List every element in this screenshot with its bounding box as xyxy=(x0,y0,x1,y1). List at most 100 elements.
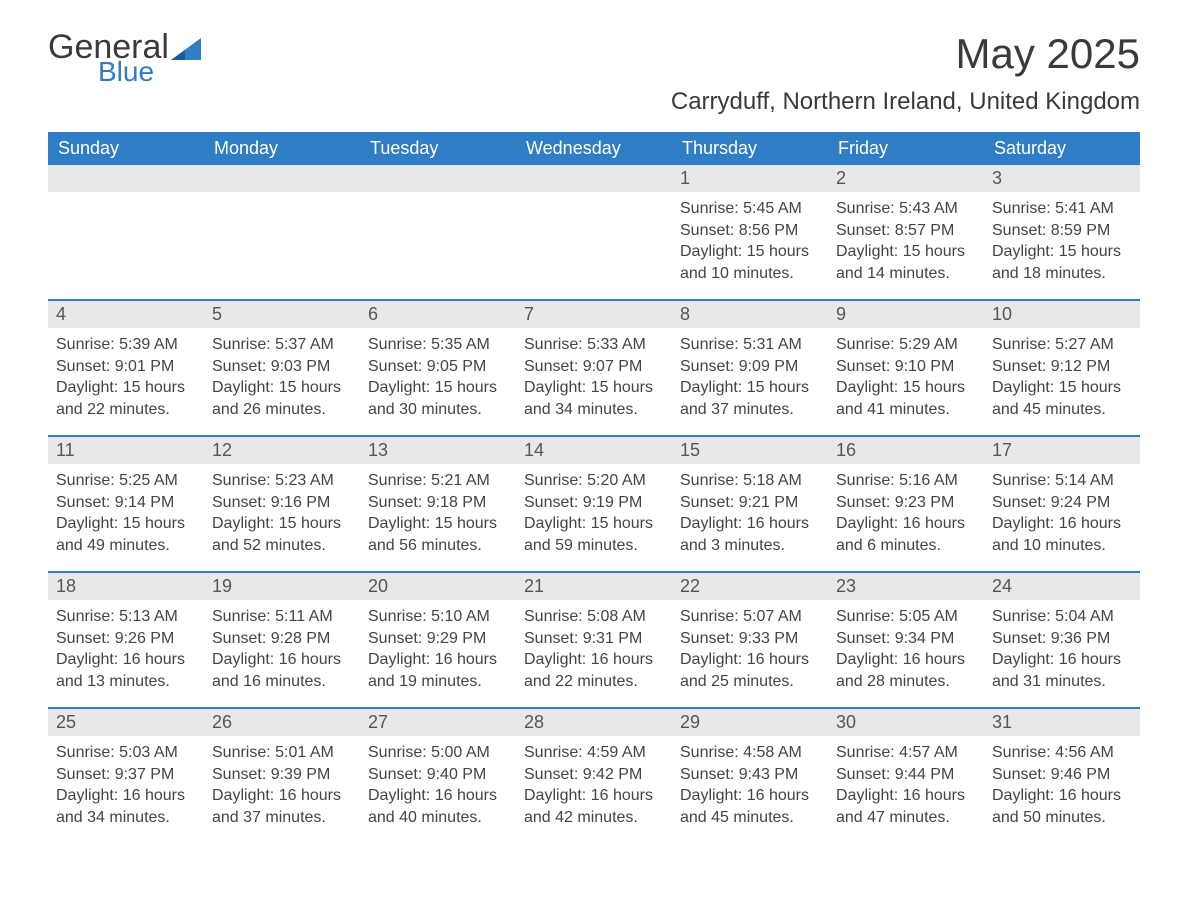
daylight-text: and 40 minutes. xyxy=(368,807,508,829)
day-number: 29 xyxy=(672,709,828,736)
day-number: 20 xyxy=(360,573,516,600)
day-number: 19 xyxy=(204,573,360,600)
day-body: Sunrise: 5:31 AMSunset: 9:09 PMDaylight:… xyxy=(672,328,828,424)
sunrise-text: Sunrise: 5:13 AM xyxy=(56,606,196,628)
day-number: 3 xyxy=(984,165,1140,192)
sunset-text: Sunset: 9:46 PM xyxy=(992,764,1132,786)
logo-text: General Blue xyxy=(48,30,169,86)
daylight-text: and 34 minutes. xyxy=(524,399,664,421)
sunset-text: Sunset: 9:40 PM xyxy=(368,764,508,786)
calendar-day-cell: 6Sunrise: 5:35 AMSunset: 9:05 PMDaylight… xyxy=(360,301,516,431)
calendar-day-cell: 1Sunrise: 5:45 AMSunset: 8:56 PMDaylight… xyxy=(672,165,828,295)
daylight-text: Daylight: 16 hours xyxy=(56,649,196,671)
calendar-day-cell: 11Sunrise: 5:25 AMSunset: 9:14 PMDayligh… xyxy=(48,437,204,567)
sunrise-text: Sunrise: 5:20 AM xyxy=(524,470,664,492)
day-body: Sunrise: 5:13 AMSunset: 9:26 PMDaylight:… xyxy=(48,600,204,696)
sunrise-text: Sunrise: 5:35 AM xyxy=(368,334,508,356)
sunset-text: Sunset: 8:57 PM xyxy=(836,220,976,242)
day-body: Sunrise: 4:58 AMSunset: 9:43 PMDaylight:… xyxy=(672,736,828,832)
daylight-text: and 3 minutes. xyxy=(680,535,820,557)
day-number: 2 xyxy=(828,165,984,192)
sunset-text: Sunset: 9:23 PM xyxy=(836,492,976,514)
sunrise-text: Sunrise: 5:43 AM xyxy=(836,198,976,220)
day-body xyxy=(204,192,360,202)
sunset-text: Sunset: 9:10 PM xyxy=(836,356,976,378)
daylight-text: Daylight: 15 hours xyxy=(524,377,664,399)
day-number: 30 xyxy=(828,709,984,736)
sunrise-text: Sunrise: 5:10 AM xyxy=(368,606,508,628)
calendar-day-cell: 4Sunrise: 5:39 AMSunset: 9:01 PMDaylight… xyxy=(48,301,204,431)
sunset-text: Sunset: 9:14 PM xyxy=(56,492,196,514)
day-body: Sunrise: 5:01 AMSunset: 9:39 PMDaylight:… xyxy=(204,736,360,832)
daylight-text: Daylight: 16 hours xyxy=(992,513,1132,535)
day-number: 7 xyxy=(516,301,672,328)
day-number: 6 xyxy=(360,301,516,328)
day-body: Sunrise: 5:00 AMSunset: 9:40 PMDaylight:… xyxy=(360,736,516,832)
location: Carryduff, Northern Ireland, United King… xyxy=(671,88,1140,116)
calendar-week: 25Sunrise: 5:03 AMSunset: 9:37 PMDayligh… xyxy=(48,707,1140,839)
daylight-text: and 6 minutes. xyxy=(836,535,976,557)
daylight-text: and 31 minutes. xyxy=(992,671,1132,693)
sunrise-text: Sunrise: 4:56 AM xyxy=(992,742,1132,764)
sunrise-text: Sunrise: 5:27 AM xyxy=(992,334,1132,356)
day-number: 21 xyxy=(516,573,672,600)
daylight-text: and 34 minutes. xyxy=(56,807,196,829)
day-body: Sunrise: 5:11 AMSunset: 9:28 PMDaylight:… xyxy=(204,600,360,696)
sunrise-text: Sunrise: 5:21 AM xyxy=(368,470,508,492)
calendar-week: 11Sunrise: 5:25 AMSunset: 9:14 PMDayligh… xyxy=(48,435,1140,567)
sunset-text: Sunset: 9:39 PM xyxy=(212,764,352,786)
daylight-text: Daylight: 16 hours xyxy=(836,513,976,535)
daylight-text: Daylight: 16 hours xyxy=(680,649,820,671)
sunset-text: Sunset: 9:42 PM xyxy=(524,764,664,786)
weekday-header: Friday xyxy=(828,132,984,165)
sunset-text: Sunset: 8:56 PM xyxy=(680,220,820,242)
sunrise-text: Sunrise: 5:07 AM xyxy=(680,606,820,628)
weekday-header-row: SundayMondayTuesdayWednesdayThursdayFrid… xyxy=(48,132,1140,165)
daylight-text: and 42 minutes. xyxy=(524,807,664,829)
logo-mark-icon xyxy=(171,38,201,60)
day-number: 4 xyxy=(48,301,204,328)
daylight-text: and 41 minutes. xyxy=(836,399,976,421)
calendar-day-cell: 23Sunrise: 5:05 AMSunset: 9:34 PMDayligh… xyxy=(828,573,984,703)
sunset-text: Sunset: 9:09 PM xyxy=(680,356,820,378)
daylight-text: and 18 minutes. xyxy=(992,263,1132,285)
daylight-text: Daylight: 15 hours xyxy=(680,241,820,263)
sunrise-text: Sunrise: 5:04 AM xyxy=(992,606,1132,628)
daylight-text: and 26 minutes. xyxy=(212,399,352,421)
sunrise-text: Sunrise: 5:08 AM xyxy=(524,606,664,628)
daylight-text: Daylight: 15 hours xyxy=(56,513,196,535)
day-body: Sunrise: 5:03 AMSunset: 9:37 PMDaylight:… xyxy=(48,736,204,832)
sunset-text: Sunset: 9:31 PM xyxy=(524,628,664,650)
sunrise-text: Sunrise: 5:31 AM xyxy=(680,334,820,356)
calendar: SundayMondayTuesdayWednesdayThursdayFrid… xyxy=(48,132,1140,839)
sunrise-text: Sunrise: 5:16 AM xyxy=(836,470,976,492)
day-number xyxy=(516,165,672,192)
daylight-text: and 49 minutes. xyxy=(56,535,196,557)
day-body: Sunrise: 4:59 AMSunset: 9:42 PMDaylight:… xyxy=(516,736,672,832)
daylight-text: and 10 minutes. xyxy=(992,535,1132,557)
calendar-day-cell: 29Sunrise: 4:58 AMSunset: 9:43 PMDayligh… xyxy=(672,709,828,839)
day-number: 5 xyxy=(204,301,360,328)
sunset-text: Sunset: 9:28 PM xyxy=(212,628,352,650)
day-body: Sunrise: 5:04 AMSunset: 9:36 PMDaylight:… xyxy=(984,600,1140,696)
calendar-day-cell: 7Sunrise: 5:33 AMSunset: 9:07 PMDaylight… xyxy=(516,301,672,431)
day-body: Sunrise: 5:35 AMSunset: 9:05 PMDaylight:… xyxy=(360,328,516,424)
day-body: Sunrise: 5:43 AMSunset: 8:57 PMDaylight:… xyxy=(828,192,984,288)
sunrise-text: Sunrise: 5:25 AM xyxy=(56,470,196,492)
day-number: 12 xyxy=(204,437,360,464)
daylight-text: Daylight: 16 hours xyxy=(56,785,196,807)
sunrise-text: Sunrise: 5:03 AM xyxy=(56,742,196,764)
day-body: Sunrise: 5:41 AMSunset: 8:59 PMDaylight:… xyxy=(984,192,1140,288)
day-body: Sunrise: 5:45 AMSunset: 8:56 PMDaylight:… xyxy=(672,192,828,288)
daylight-text: Daylight: 15 hours xyxy=(368,377,508,399)
daylight-text: Daylight: 16 hours xyxy=(212,649,352,671)
day-number: 25 xyxy=(48,709,204,736)
sunset-text: Sunset: 8:59 PM xyxy=(992,220,1132,242)
calendar-day-cell: 22Sunrise: 5:07 AMSunset: 9:33 PMDayligh… xyxy=(672,573,828,703)
day-number xyxy=(204,165,360,192)
daylight-text: Daylight: 16 hours xyxy=(368,649,508,671)
day-number: 23 xyxy=(828,573,984,600)
daylight-text: Daylight: 15 hours xyxy=(680,377,820,399)
sunrise-text: Sunrise: 5:00 AM xyxy=(368,742,508,764)
daylight-text: Daylight: 15 hours xyxy=(992,241,1132,263)
